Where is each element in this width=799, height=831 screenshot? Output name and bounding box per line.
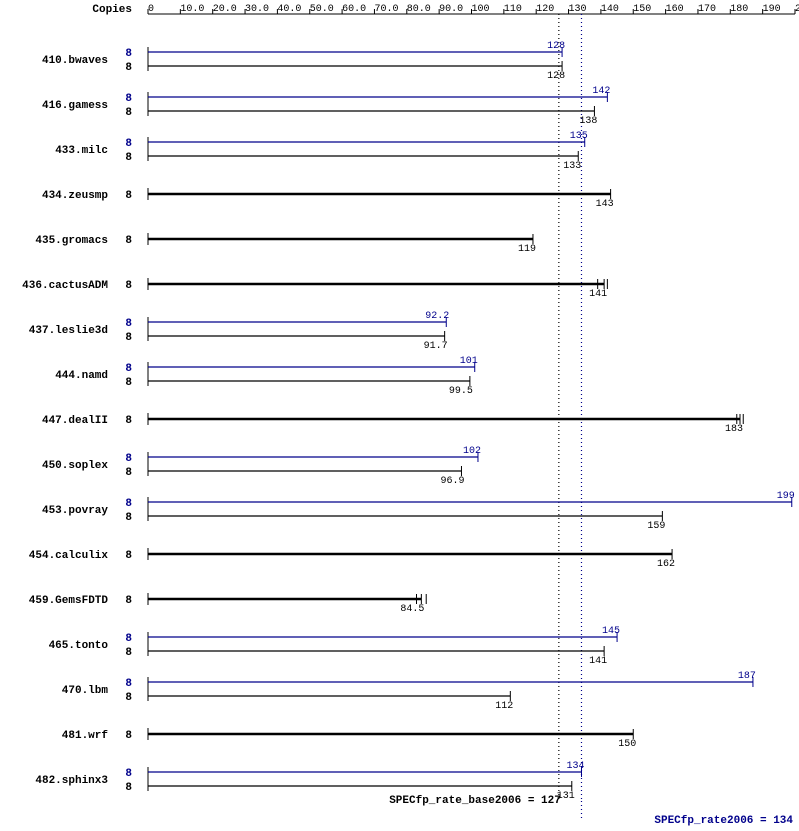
value-label-peak: 199	[777, 491, 795, 502]
x-tick-label: 30.0	[245, 4, 269, 15]
peakline-label: SPECfp_rate2006 = 134	[654, 815, 793, 827]
value-label-base: 159	[647, 521, 665, 532]
x-tick-label: 150	[633, 4, 651, 15]
benchmark-label: 416.gamess	[42, 100, 108, 112]
copies-base: 8	[125, 152, 132, 164]
value-label-base: 96.9	[440, 476, 464, 487]
value-label-peak: 128	[547, 41, 565, 52]
copies-peak: 8	[125, 48, 132, 60]
benchmark-label: 481.wrf	[62, 730, 109, 742]
benchmark-label: 482.sphinx3	[35, 775, 108, 787]
value-label-peak: 101	[460, 356, 478, 367]
copies-base: 8	[125, 62, 132, 74]
copies-peak: 8	[125, 363, 132, 375]
copies-base: 8	[125, 415, 132, 427]
copies-base: 8	[125, 280, 132, 292]
chart-svg: 0 10.0 20.0 30.0 40.0 50.0 60.0 70.0 80.0 90.0 100…	[0, 0, 799, 831]
value-label-base: 112	[495, 701, 513, 712]
copies-base: 8	[125, 332, 132, 344]
benchmark-label: 436.cactusADM	[22, 280, 108, 292]
value-label-base: 84.5	[400, 604, 424, 615]
copies-base: 8	[125, 595, 132, 607]
x-tick-label: 100	[472, 4, 490, 15]
value-label-base: 119	[518, 244, 536, 255]
benchmark-label: 465.tonto	[49, 640, 109, 652]
copies-peak: 8	[125, 318, 132, 330]
value-label-base: 143	[596, 199, 614, 210]
copies-peak: 8	[125, 498, 132, 510]
copies-base: 8	[125, 467, 132, 479]
benchmark-label: 437.leslie3d	[29, 325, 108, 337]
value-label-peak: 102	[463, 446, 481, 457]
benchmark-label: 444.namd	[55, 370, 108, 382]
x-tick-label: 170	[698, 4, 716, 15]
benchmark-label: 447.dealII	[42, 415, 108, 427]
copies-base: 8	[125, 730, 132, 742]
benchmark-label: 450.soplex	[42, 460, 108, 472]
copies-base: 8	[125, 550, 132, 562]
benchmark-label: 454.calculix	[29, 550, 109, 562]
x-tick-label: 90.0	[439, 4, 463, 15]
benchmark-label: 434.zeusmp	[42, 190, 108, 202]
value-label-base: 141	[589, 289, 607, 300]
x-tick-label: 140	[601, 4, 619, 15]
value-label-peak: 134	[566, 761, 584, 772]
value-label-peak: 187	[738, 671, 756, 682]
value-label-peak: 92.2	[425, 311, 449, 322]
benchmark-label: 410.bwaves	[42, 55, 108, 67]
x-tick-label: 110	[504, 4, 522, 15]
value-label-peak: 135	[570, 131, 588, 142]
x-tick-label: 80.0	[407, 4, 431, 15]
value-label-base: 141	[589, 656, 607, 667]
spec-rate-chart: 0 10.0 20.0 30.0 40.0 50.0 60.0 70.0 80.0 90.0 100…	[0, 0, 799, 831]
x-tick-label: 10.0	[180, 4, 204, 15]
copies-base: 8	[125, 377, 132, 389]
value-label-base: 133	[563, 161, 581, 172]
value-label-base: 99.5	[449, 386, 473, 397]
x-tick-label: 200	[795, 4, 799, 15]
x-tick-label: 190	[763, 4, 781, 15]
baseline-label: SPECfp_rate_base2006 = 127	[389, 795, 561, 807]
value-label-base: 162	[657, 559, 675, 570]
x-tick-label: 20.0	[213, 4, 237, 15]
x-tick-label: 0	[148, 4, 154, 15]
benchmark-label: 433.milc	[55, 145, 108, 157]
x-tick-label: 180	[730, 4, 748, 15]
copies-peak: 8	[125, 678, 132, 690]
x-tick-label: 120	[536, 4, 554, 15]
copies-peak: 8	[125, 138, 132, 150]
x-tick-label: 130	[569, 4, 587, 15]
x-tick-label: 40.0	[277, 4, 301, 15]
copies-peak: 8	[125, 768, 132, 780]
value-label-base: 91.7	[424, 341, 448, 352]
value-label-peak: 142	[592, 86, 610, 97]
x-tick-label: 50.0	[310, 4, 334, 15]
copies-header: Copies	[92, 4, 132, 16]
benchmark-label: 459.GemsFDTD	[29, 595, 109, 607]
copies-base: 8	[125, 235, 132, 247]
copies-base: 8	[125, 692, 132, 704]
x-tick-label: 70.0	[374, 4, 398, 15]
value-label-base: 150	[618, 739, 636, 750]
value-label-base: 128	[547, 71, 565, 82]
copies-peak: 8	[125, 453, 132, 465]
x-tick-label: 160	[666, 4, 684, 15]
value-label-peak: 145	[602, 626, 620, 637]
value-label-base: 138	[579, 116, 597, 127]
copies-base: 8	[125, 647, 132, 659]
copies-peak: 8	[125, 93, 132, 105]
benchmark-label: 470.lbm	[62, 685, 109, 697]
value-label-base: 183	[725, 424, 743, 435]
copies-base: 8	[125, 190, 132, 202]
copies-base: 8	[125, 107, 132, 119]
benchmark-label: 453.povray	[42, 505, 108, 517]
benchmark-label: 435.gromacs	[35, 235, 108, 247]
copies-peak: 8	[125, 633, 132, 645]
copies-base: 8	[125, 782, 132, 794]
x-tick-label: 60.0	[342, 4, 366, 15]
copies-base: 8	[125, 512, 132, 524]
